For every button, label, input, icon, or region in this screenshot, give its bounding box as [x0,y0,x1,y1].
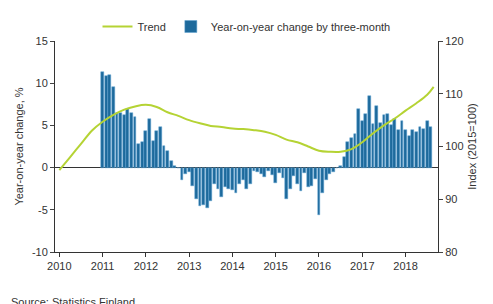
svg-text:2012: 2012 [134,260,158,272]
svg-text:2016: 2016 [307,260,331,272]
svg-text:2011: 2011 [91,260,115,272]
svg-text:110: 110 [445,88,463,100]
svg-text:Source: Statistics Finland: Source: Statistics Finland [11,296,135,304]
svg-text:-10: -10 [32,246,48,258]
svg-text:90: 90 [445,193,457,205]
svg-text:Year-on-year change by three-m: Year-on-year change by three-month [211,21,390,33]
svg-text:Year-on-year change, %: Year-on-year change, % [13,87,25,205]
svg-text:0: 0 [42,161,48,173]
svg-text:2018: 2018 [393,260,417,272]
svg-text:15: 15 [36,35,48,47]
svg-text:Trend: Trend [138,21,166,33]
svg-text:2017: 2017 [350,260,374,272]
svg-text:2014: 2014 [220,260,244,272]
svg-text:80: 80 [445,246,457,258]
svg-text:-5: -5 [38,204,48,216]
svg-text:5: 5 [42,119,48,131]
svg-text:120: 120 [445,35,463,47]
svg-text:2015: 2015 [263,260,287,272]
svg-text:10: 10 [36,77,48,89]
svg-text:Index (2015=100): Index (2015=100) [466,103,478,190]
svg-text:100: 100 [445,140,463,152]
svg-text:2010: 2010 [47,260,71,272]
svg-text:2013: 2013 [177,260,201,272]
